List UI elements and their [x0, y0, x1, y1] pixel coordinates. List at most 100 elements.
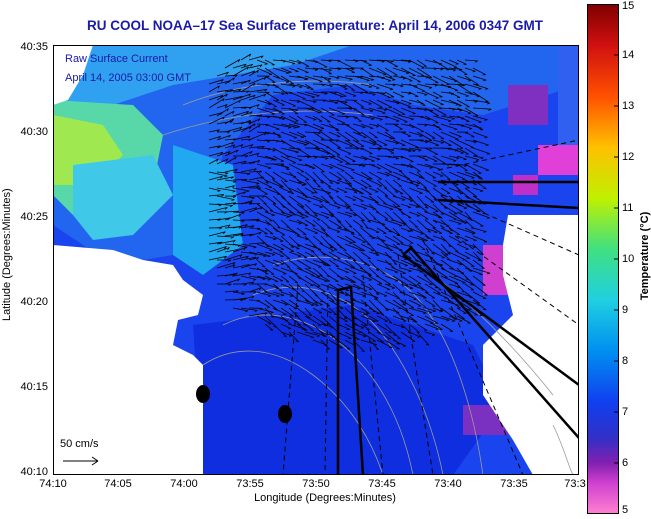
current-vector-head	[319, 201, 323, 203]
current-vector	[224, 138, 237, 141]
current-vector	[224, 278, 240, 285]
current-vector-head	[231, 176, 234, 180]
current-vector	[216, 262, 236, 269]
current-vector-head	[232, 274, 236, 277]
current-vector-head	[225, 158, 229, 162]
current-vector	[320, 211, 334, 217]
current-vector	[296, 235, 309, 240]
current-vector-head	[283, 335, 287, 338]
current-vector	[256, 251, 271, 257]
current-vector	[232, 106, 247, 109]
current-vector	[344, 259, 356, 269]
current-vector	[248, 88, 268, 93]
current-vector	[216, 240, 236, 245]
current-vector-head	[463, 158, 467, 161]
current-vector-head	[424, 211, 428, 213]
current-vector	[400, 219, 414, 232]
current-vector	[312, 315, 328, 327]
current-vector	[224, 149, 239, 157]
current-vector	[216, 203, 233, 206]
current-vector	[232, 187, 250, 192]
current-vector-head	[361, 219, 365, 222]
colorbar-tick-label: 14	[622, 49, 635, 61]
current-vector	[424, 323, 439, 330]
current-vector	[384, 195, 401, 207]
current-vector	[328, 163, 345, 172]
southern-water	[193, 305, 503, 475]
current-vector-head	[329, 182, 333, 184]
current-vector-head	[257, 118, 261, 122]
current-vector-head	[252, 70, 255, 74]
current-vector	[344, 219, 353, 228]
current-vector-head	[243, 247, 247, 251]
current-vector-head	[306, 143, 310, 145]
current-vector	[216, 235, 234, 238]
current-vector	[400, 75, 413, 82]
current-vector	[344, 139, 360, 149]
current-vector-head	[464, 222, 468, 224]
current-vector	[360, 131, 377, 143]
current-vector	[448, 251, 466, 261]
current-vector-head	[486, 153, 490, 155]
current-vector	[464, 139, 477, 143]
current-vector	[376, 139, 388, 146]
current-vector	[336, 187, 348, 193]
current-vector-head	[351, 169, 355, 171]
current-vector	[272, 99, 285, 106]
current-vector-head	[253, 168, 257, 172]
current-vector	[272, 259, 285, 265]
current-vector-head	[382, 240, 386, 242]
current-vector-head	[227, 131, 231, 134]
current-vector	[424, 147, 439, 155]
current-vector	[296, 139, 310, 144]
current-vector-head	[225, 93, 228, 97]
current-vector-head	[339, 96, 343, 98]
current-vector-head	[336, 182, 340, 185]
current-vector	[464, 59, 478, 62]
current-vector	[288, 83, 303, 88]
current-vector	[256, 163, 272, 169]
current-vector	[328, 275, 339, 282]
current-vector-head	[374, 252, 378, 254]
current-vector-head	[311, 337, 315, 339]
current-vector	[376, 187, 389, 197]
current-vector	[328, 67, 341, 70]
current-vector-head	[277, 226, 281, 229]
current-vector	[264, 275, 279, 282]
current-vector	[216, 80, 231, 85]
current-vector	[248, 118, 261, 125]
current-vector	[400, 67, 416, 76]
current-vector	[320, 163, 333, 169]
current-vector	[264, 171, 276, 180]
current-vector	[376, 131, 393, 139]
current-vector	[344, 131, 360, 142]
current-vector-head	[447, 178, 451, 180]
current-vector	[240, 185, 260, 189]
current-vector	[376, 283, 391, 290]
current-vector-head	[232, 195, 236, 198]
current-vector-head	[362, 165, 366, 168]
current-vector-head	[231, 118, 235, 122]
current-vector	[440, 171, 451, 180]
legend-line-2: April 14, 2005 03:00 GMT	[65, 72, 191, 84]
current-vector	[296, 147, 312, 158]
x-tick-label: 73:45	[368, 478, 396, 490]
current-vector-head	[243, 283, 247, 286]
current-vector	[440, 203, 458, 215]
current-vector	[456, 275, 474, 286]
current-vector	[224, 210, 239, 213]
current-vector	[432, 235, 447, 241]
current-vector-head	[456, 287, 460, 289]
current-vector-head	[322, 254, 326, 256]
current-vector	[224, 144, 236, 149]
current-vector	[256, 171, 269, 184]
current-vector-head	[328, 78, 332, 80]
current-vector-head	[424, 94, 428, 96]
current-vector-head	[256, 152, 260, 156]
current-vector	[272, 187, 286, 200]
current-vector-head	[271, 214, 275, 217]
current-vector	[232, 247, 246, 253]
current-vector	[336, 243, 347, 251]
current-vector-head	[399, 225, 403, 227]
current-vector-head	[409, 181, 414, 184]
